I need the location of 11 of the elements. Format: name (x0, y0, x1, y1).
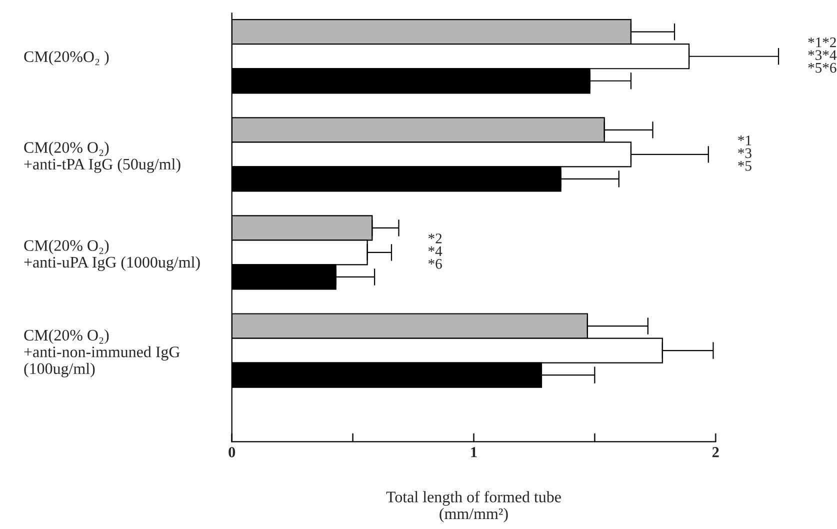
text: *1 *3 *5 (738, 136, 752, 171)
text: *1*2 *3*4 *5*6 (808, 38, 836, 73)
y-tick-label: CM(20% O₂) +anti-uPA IgG (1000ug/ml) (24, 240, 200, 271)
y-tick-label: CM(20% O₂) +anti-non-immuned IgG (100ug/ml) (24, 329, 180, 378)
y-tick-label: CM(20%O₂ ) (24, 50, 109, 66)
x-tick-label: 2 (712, 447, 719, 458)
x-tick-label: 0 (228, 447, 236, 458)
x-axis-title: Total length of formed tube (mm/mm²) (386, 490, 561, 522)
annotation: *2 *4 *6 (428, 234, 442, 269)
x-tick-label: 1 (471, 447, 477, 458)
y-tick-label: CM(20% O₂) +anti-tPA IgG (50ug/ml) (24, 142, 180, 173)
